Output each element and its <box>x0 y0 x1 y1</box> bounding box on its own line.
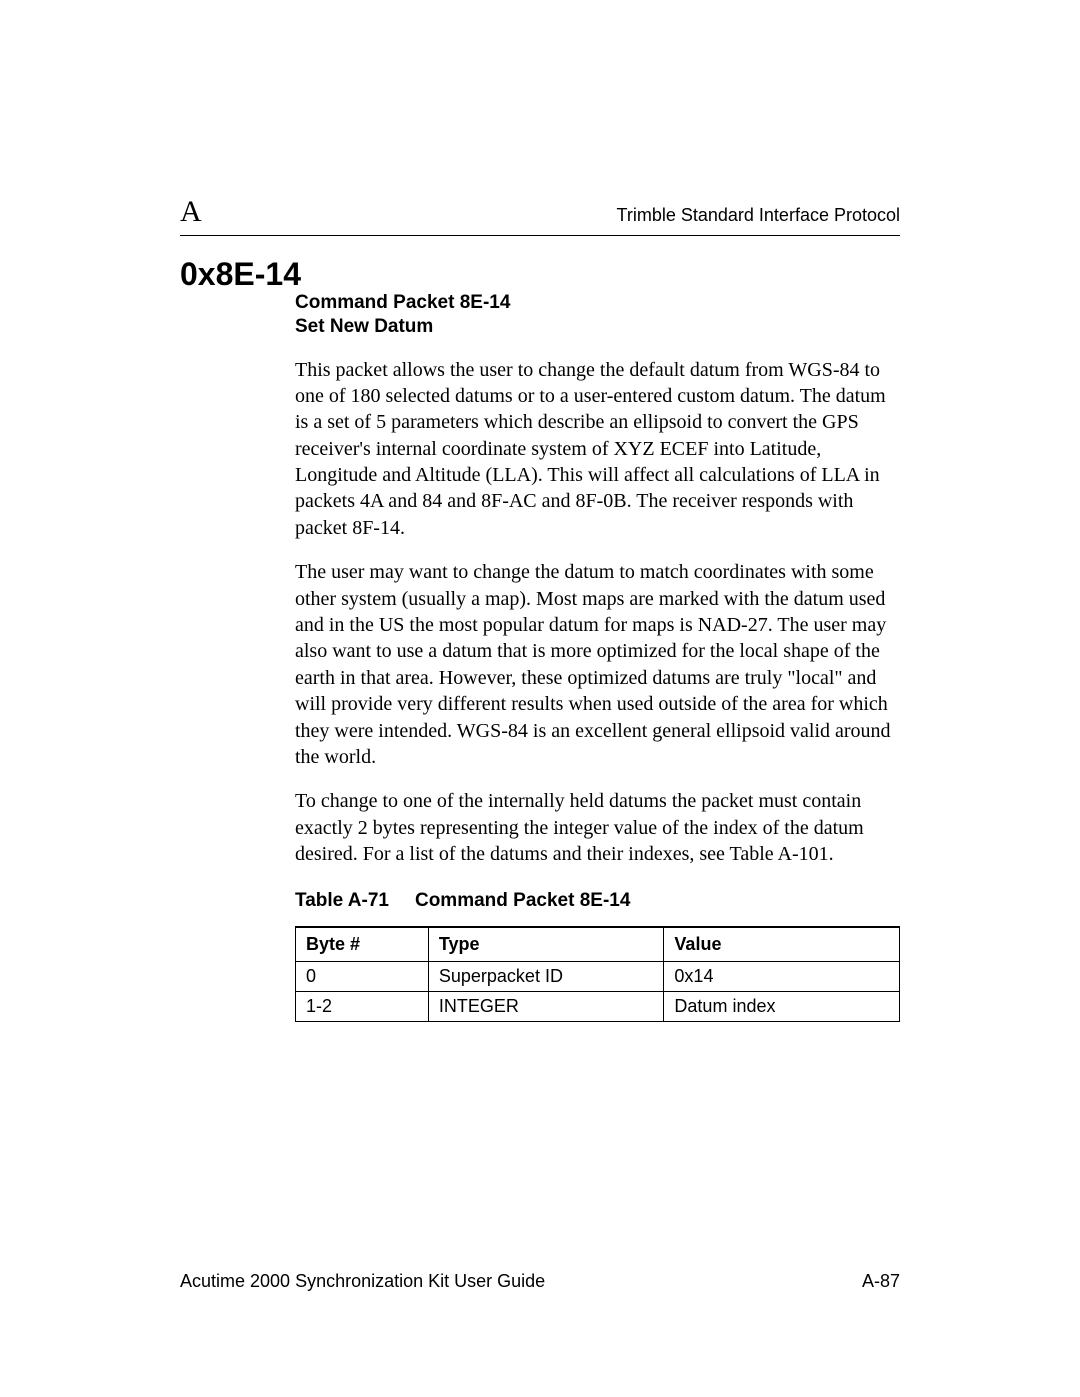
paragraph-3: To change to one of the internally held … <box>295 788 900 867</box>
packet-table: Byte # Type Value 0 Superpacket ID 0x14 … <box>295 926 900 1022</box>
table-caption-title: Command Packet 8E-14 <box>415 890 630 911</box>
section-heading: 0x8E-14 <box>180 256 900 293</box>
paragraph-2: The user may want to change the datum to… <box>295 559 900 770</box>
subheading-line1: Command Packet 8E-14 <box>295 292 510 313</box>
running-head: A Trimble Standard Interface Protocol <box>180 195 900 236</box>
table-row: 1-2 INTEGER Datum index <box>296 991 900 1021</box>
table-cell: Superpacket ID <box>428 961 664 991</box>
paragraph-1: This packet allows the user to change th… <box>295 357 900 542</box>
table-cell: Datum index <box>664 991 900 1021</box>
table-caption-label: Table A-71 <box>295 890 389 911</box>
table-cell: 1-2 <box>296 991 429 1021</box>
table-caption: Table A-71 Command Packet 8E-14 <box>295 890 900 912</box>
table-header-row: Byte # Type Value <box>296 927 900 962</box>
table-cell: 0 <box>296 961 429 991</box>
footer-right: A-87 <box>862 1271 900 1292</box>
running-head-title: Trimble Standard Interface Protocol <box>617 205 900 226</box>
footer-left: Acutime 2000 Synchronization Kit User Gu… <box>180 1271 545 1292</box>
section-subheading: Command Packet 8E-14 Set New Datum <box>295 291 900 339</box>
content-block: Command Packet 8E-14 Set New Datum This … <box>295 291 900 1022</box>
table-row: 0 Superpacket ID 0x14 <box>296 961 900 991</box>
appendix-letter: A <box>180 195 202 229</box>
subheading-line2: Set New Datum <box>295 316 433 337</box>
page-footer: Acutime 2000 Synchronization Kit User Gu… <box>180 1271 900 1292</box>
table-header-cell: Value <box>664 927 900 962</box>
table-cell: 0x14 <box>664 961 900 991</box>
table-header-cell: Type <box>428 927 664 962</box>
table-cell: INTEGER <box>428 991 664 1021</box>
table-header-cell: Byte # <box>296 927 429 962</box>
document-page: A Trimble Standard Interface Protocol 0x… <box>0 0 1080 1397</box>
